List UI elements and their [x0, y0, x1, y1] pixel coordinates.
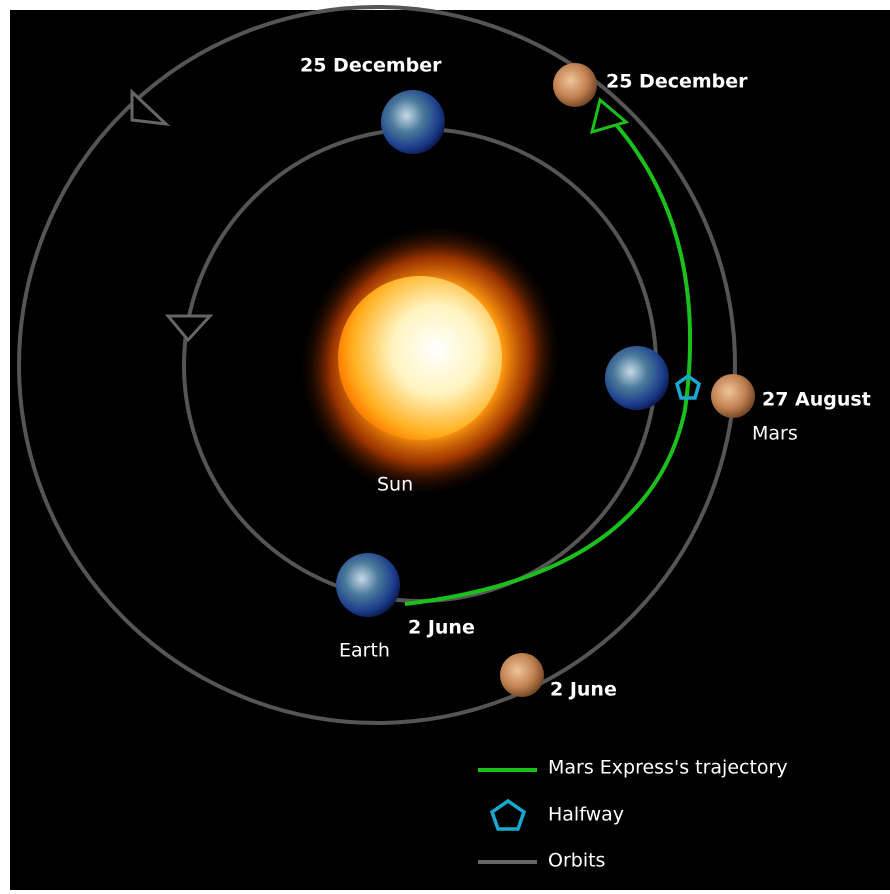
planet-label: Earth [339, 640, 390, 662]
orbit-arrow [130, 88, 171, 127]
earth [336, 553, 400, 617]
date-label: 2 June [550, 679, 617, 701]
date-label: 2 June [408, 617, 475, 639]
sun [338, 276, 502, 440]
legend-label: Orbits [548, 850, 605, 872]
legend-label: Mars Express's trajectory [548, 757, 788, 779]
legend-label: Halfway [548, 804, 624, 826]
date-label: 25 December [606, 71, 748, 93]
mars [553, 63, 597, 107]
trajectory-arrow [589, 97, 630, 135]
earth [381, 90, 445, 154]
earth [605, 346, 669, 410]
halfway-marker [674, 373, 702, 400]
sun-label: Sun [377, 474, 413, 496]
orbit-arrow [164, 314, 214, 343]
mars [711, 374, 755, 418]
legend-swatch [489, 798, 527, 831]
mars [500, 653, 544, 697]
date-label: 27 August [762, 389, 871, 411]
trajectory [404, 118, 693, 606]
planet-label: Mars [752, 423, 798, 445]
mars-orbit [17, 5, 737, 725]
date-label: 25 December [300, 55, 442, 77]
